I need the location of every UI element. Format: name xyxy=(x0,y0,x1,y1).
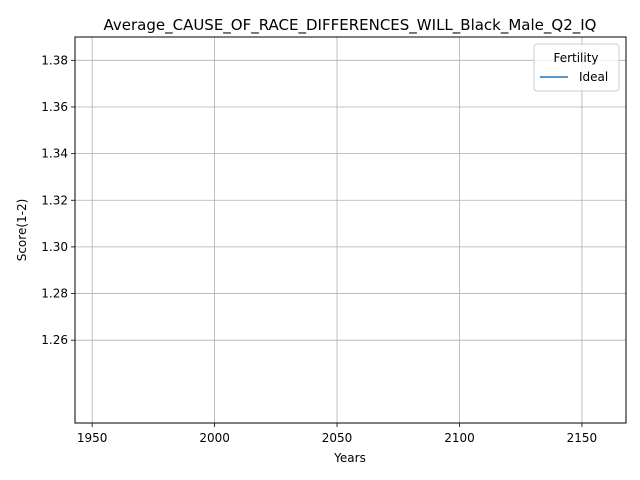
y-axis-label: Score(1-2) xyxy=(15,199,29,262)
legend: Fertility Ideal xyxy=(533,43,620,92)
y-axis: 1.26 1.28 1.30 1.32 1.34 1.36 1.38 xyxy=(41,53,75,347)
y-tick-label: 1.28 xyxy=(41,287,68,301)
grid-lines xyxy=(75,37,626,423)
plot-frame xyxy=(74,36,627,424)
y-tick-label: 1.32 xyxy=(41,193,68,207)
x-tick-label: 2150 xyxy=(567,431,598,445)
x-axis-label: Years xyxy=(333,451,366,465)
legend-label-ideal: Ideal xyxy=(579,70,608,84)
y-tick-label: 1.26 xyxy=(41,333,68,347)
x-tick-label: 2000 xyxy=(199,431,230,445)
x-axis: 1950 2000 2050 2100 2150 xyxy=(77,423,597,445)
legend-title: Fertility xyxy=(553,51,598,65)
x-tick-label: 2050 xyxy=(322,431,353,445)
x-tick-label: 2100 xyxy=(444,431,475,445)
y-tick-label: 1.30 xyxy=(41,240,68,254)
y-tick-label: 1.38 xyxy=(41,53,68,67)
y-tick-label: 1.34 xyxy=(41,147,68,161)
y-tick-label: 1.36 xyxy=(41,100,68,114)
legend-box xyxy=(533,43,620,92)
chart-title: Average_CAUSE_OF_RACE_DIFFERENCES_WILL_B… xyxy=(104,16,597,35)
x-tick-label: 1950 xyxy=(77,431,108,445)
